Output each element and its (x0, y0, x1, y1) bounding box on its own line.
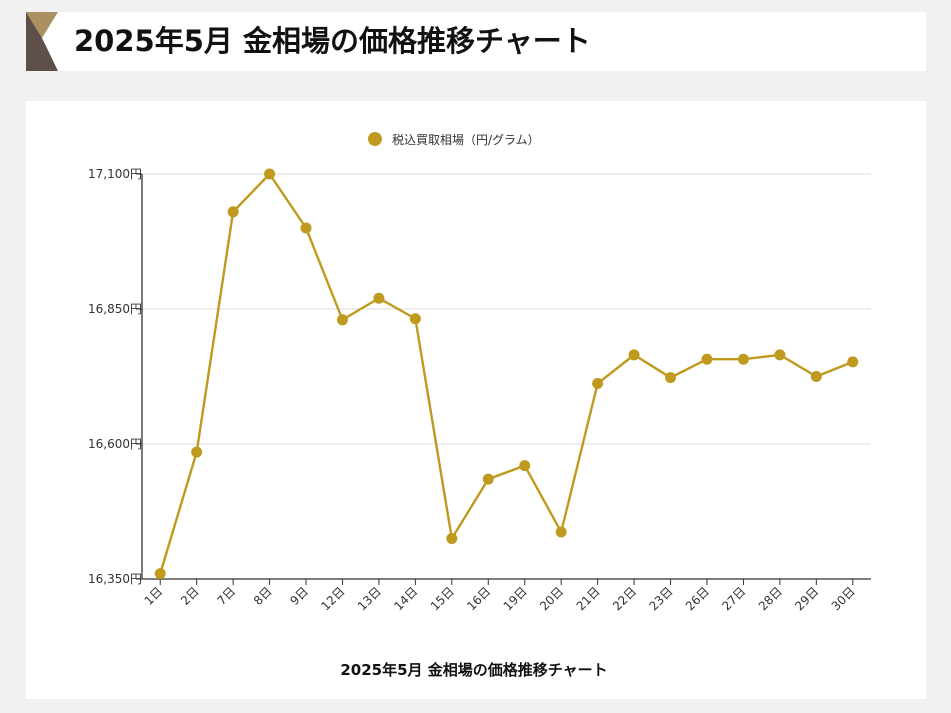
data-point[interactable] (774, 349, 786, 361)
data-point[interactable] (409, 313, 421, 325)
x-tick-label: 2日 (178, 584, 202, 608)
data-point[interactable] (847, 356, 859, 368)
x-tick-label: 23日 (646, 584, 675, 613)
data-point[interactable] (446, 533, 458, 544)
logo-gold-shape (26, 12, 58, 38)
data-point[interactable] (336, 314, 348, 326)
y-axis-ticks: 16,350円 16,600円 16,850円 17,100円 (88, 167, 142, 586)
y-tick-label: 16,600円 (88, 437, 142, 451)
x-tick-label: 15日 (428, 584, 457, 613)
x-tick-label: 22日 (610, 584, 639, 613)
data-point[interactable] (373, 292, 385, 304)
chart-legend[interactable]: 税込買取相場（円/グラム） (368, 132, 540, 147)
x-tick-label: 9日 (287, 584, 311, 608)
data-point[interactable] (191, 446, 203, 458)
y-tick-label: 16,850円 (88, 302, 142, 316)
brand-logo-icon (26, 12, 58, 71)
chart-gridlines (136, 173, 871, 580)
page-title: 2025年5月 金相場の価格推移チャート (74, 24, 591, 58)
data-point[interactable] (264, 168, 276, 180)
x-tick-label: 7日 (214, 584, 238, 608)
data-point[interactable] (592, 378, 604, 390)
x-axis: 1日 2日 7日 8日 9日 12日 13日 14日 15日 16日 19日 20日 21日 22日 23日… (141, 174, 871, 613)
x-tick-label: 30日 (829, 584, 858, 613)
x-tick-label: 26日 (683, 584, 712, 613)
data-point[interactable] (555, 526, 567, 538)
line-chart: 税込買取相場（円/グラム） 16,350円 16,600円 16,850円 17,10… (88, 132, 871, 679)
series-line (159, 172, 854, 574)
x-tick-label: 27日 (719, 584, 748, 613)
x-tick-label: 1日 (142, 584, 166, 608)
data-point[interactable] (519, 460, 531, 472)
x-tick-label: 12日 (318, 584, 347, 613)
logo-dark-shape (26, 12, 58, 71)
legend-marker (368, 132, 382, 146)
chart-card: 税込買取相場（円/グラム） 16,350円 16,600円 16,850円 17,10… (26, 101, 926, 699)
y-tick-label: 16,350円 (88, 572, 142, 586)
x-tick-label: 8日 (251, 584, 275, 608)
data-point[interactable] (665, 372, 677, 384)
legend-label: 税込買取相場（円/グラム） (392, 133, 540, 147)
data-point[interactable] (300, 222, 312, 234)
data-point[interactable] (154, 568, 166, 580)
y-tick-label: 17,100円 (88, 167, 142, 181)
x-tick-label: 14日 (391, 584, 420, 613)
data-point[interactable] (482, 473, 494, 485)
x-tick-label: 13日 (355, 584, 384, 613)
data-point[interactable] (628, 349, 640, 361)
data-point[interactable] (737, 353, 749, 365)
series-points (154, 168, 859, 580)
x-tick-label: 28日 (756, 584, 785, 613)
data-point[interactable] (701, 353, 713, 365)
data-point[interactable] (810, 371, 822, 382)
x-tick-label: 29日 (792, 584, 821, 613)
x-tick-label: 19日 (501, 584, 530, 613)
x-tick-label: 20日 (537, 584, 566, 613)
x-tick-label: 16日 (464, 584, 493, 613)
chart-title: 2025年5月 金相場の価格推移チャート (340, 661, 607, 679)
data-point[interactable] (227, 206, 239, 218)
x-tick-label: 21日 (574, 584, 603, 613)
page-header: 2025年5月 金相場の価格推移チャート (26, 12, 926, 71)
